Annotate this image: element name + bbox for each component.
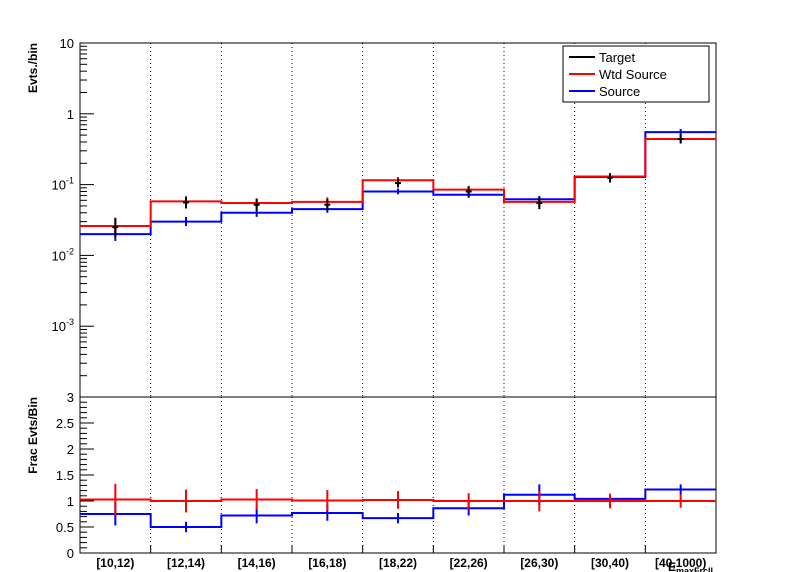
y-tick-label: 2.5 bbox=[56, 416, 74, 431]
y-tick-label: 10 bbox=[60, 36, 74, 51]
y-tick-label: 10-2 bbox=[52, 246, 74, 263]
x-tick-label: [12,14) bbox=[167, 556, 205, 570]
x-tick-label: [30,40) bbox=[591, 556, 629, 570]
y-tick-label-base: 10 bbox=[52, 178, 66, 193]
y-tick-label-base: 10 bbox=[60, 36, 74, 51]
y-tick-label-exponent: -1 bbox=[66, 176, 74, 186]
x-tick-label: [26,30) bbox=[520, 556, 558, 570]
y-tick-label: 10-3 bbox=[52, 317, 74, 334]
x-tick-label: [10,12) bbox=[96, 556, 134, 570]
ratio-panel: 0 0.5 1 1.5 2 2.5 3 Frac Evts/Bin [10,12) [12,14)… bbox=[26, 390, 717, 572]
y-tick-label: 0 bbox=[67, 546, 74, 561]
x-axis-title: EmaxFrclI bbox=[668, 560, 713, 572]
y-axis-title: Evts./bin bbox=[26, 43, 40, 93]
y-axis-title: Frac Evts/Bin bbox=[26, 397, 40, 474]
y-tick-label: 1 bbox=[67, 107, 74, 122]
y-tick-label-exponent: -3 bbox=[66, 317, 74, 327]
x-tick-label: [16,18) bbox=[308, 556, 346, 570]
x-axis-title-base: E bbox=[668, 560, 676, 572]
y-tick-label-base: 10 bbox=[52, 248, 66, 263]
legend-label-source: Source bbox=[599, 84, 640, 99]
y-tick-label: 0.5 bbox=[56, 520, 74, 535]
ratio-frame bbox=[79, 396, 717, 554]
y-tick-label: 1 bbox=[67, 494, 74, 509]
y-tick-label: 2 bbox=[67, 442, 74, 457]
legend-label-wtd-source: Wtd Source bbox=[599, 67, 667, 82]
x-tick-label: [14,16) bbox=[238, 556, 276, 570]
x-tick-label: [22,26) bbox=[450, 556, 488, 570]
y-tick-label-base: 10 bbox=[52, 319, 66, 334]
x-tick-label: [18,22) bbox=[379, 556, 417, 570]
y-tick-label-exponent: -2 bbox=[66, 246, 74, 256]
legend-label-target: Target bbox=[599, 50, 636, 65]
x-tick-label: [40,1000) bbox=[655, 556, 706, 570]
x-axis-title-subscript: maxFrclI bbox=[676, 566, 713, 572]
y-tick-label: 1.5 bbox=[56, 468, 74, 483]
y-tick-label: 10-1 bbox=[52, 176, 74, 193]
y-tick-label: 3 bbox=[67, 390, 74, 405]
legend: Target Wtd Source Source bbox=[562, 45, 710, 103]
wtd-source-ratio-histogram bbox=[80, 498, 716, 502]
y-tick-label-base: 1 bbox=[67, 107, 74, 122]
